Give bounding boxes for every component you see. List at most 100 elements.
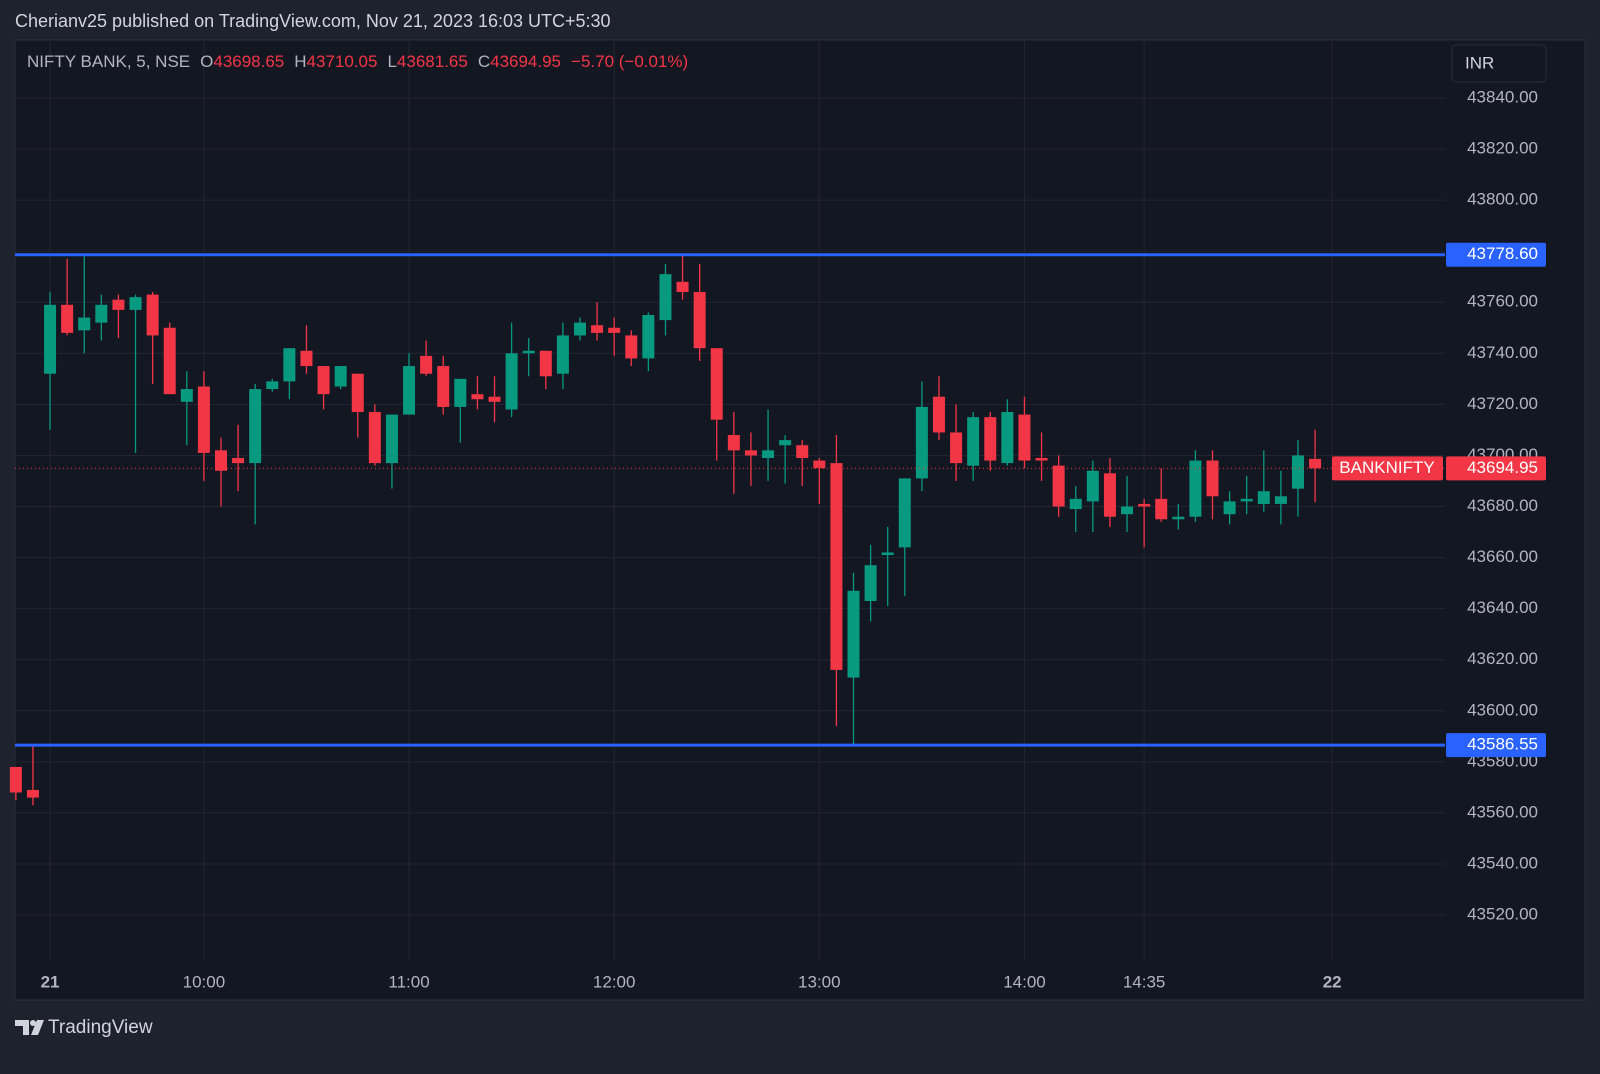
x-tick-label: 12:00 xyxy=(593,972,636,991)
candle-body xyxy=(78,317,91,331)
candle-body xyxy=(129,297,142,310)
candle-body xyxy=(351,373,364,413)
brand-logo xyxy=(15,1020,44,1035)
x-tick-label: 22 xyxy=(1323,972,1342,991)
level-label-box xyxy=(1446,242,1546,267)
candle-body xyxy=(915,406,928,479)
candle-body xyxy=(676,281,689,293)
x-tick-label: 14:35 xyxy=(1123,972,1166,991)
candle-body xyxy=(642,315,655,359)
candle-body xyxy=(539,350,552,377)
candle-body xyxy=(9,766,22,793)
candle-body xyxy=(163,327,176,395)
candle-body xyxy=(180,389,193,402)
legend-item: 43694.95 xyxy=(490,52,561,71)
candle-body xyxy=(898,478,911,548)
candle-body xyxy=(146,294,159,336)
candle-body xyxy=(1069,498,1082,510)
legend-item: C xyxy=(478,52,490,71)
level-label-box xyxy=(1446,733,1546,758)
candle-body xyxy=(830,463,843,670)
legend-item: 43710.05 xyxy=(307,52,378,71)
price-name-box xyxy=(1332,456,1443,481)
candle-body xyxy=(1155,498,1168,520)
brand: TradingView xyxy=(48,1017,153,1038)
currency[interactable]: INR xyxy=(1465,53,1494,72)
chart-panel xyxy=(14,39,1586,1001)
price-value: 43694.95 xyxy=(1467,458,1538,477)
candle-body xyxy=(505,353,518,410)
candle-body xyxy=(1035,457,1048,461)
y-tick-label: 43720.00 xyxy=(1467,394,1538,413)
overlay: 43520.0043540.0043560.0043580.0043600.00… xyxy=(15,87,1546,991)
currency-box[interactable] xyxy=(1451,44,1547,83)
x-tick-label: 11:00 xyxy=(388,972,429,991)
candle-body xyxy=(488,396,501,402)
candle-body xyxy=(454,378,467,407)
candle-body xyxy=(1138,503,1151,507)
candle-body xyxy=(693,292,706,349)
y-tick-label: 43560.00 xyxy=(1467,802,1538,821)
candle-body xyxy=(984,417,997,461)
candle-body xyxy=(317,366,330,395)
candle-body xyxy=(522,350,535,354)
legend-item: 43681.65 xyxy=(397,52,468,71)
candle-body xyxy=(214,450,227,471)
y-tick-label: 43600.00 xyxy=(1467,700,1538,719)
candle-body xyxy=(967,417,980,466)
y-tick-label: 43520.00 xyxy=(1467,905,1538,924)
candle-body xyxy=(334,366,347,387)
candle-body xyxy=(61,304,74,333)
legend-item: O xyxy=(200,52,213,71)
candle-body xyxy=(420,355,433,374)
y-tick-label: 43820.00 xyxy=(1467,139,1538,158)
candle-body xyxy=(625,335,638,359)
candle-body xyxy=(864,565,877,601)
candle-body xyxy=(1172,516,1185,520)
level-label: 43586.55 xyxy=(1467,735,1538,754)
candle-body xyxy=(266,381,279,390)
legend-item: −5.70 (−0.01%) xyxy=(571,52,688,71)
y-tick-label: 43800.00 xyxy=(1467,190,1538,209)
candle-body xyxy=(1257,491,1270,504)
candle-body xyxy=(608,327,621,333)
legend-item: H xyxy=(294,52,306,71)
candle-body xyxy=(112,299,125,310)
logo-dot xyxy=(30,1020,36,1026)
candle-body xyxy=(403,366,416,415)
legend-item: NIFTY BANK, 5, NSE xyxy=(27,52,190,71)
candle-body xyxy=(283,348,296,382)
x-tick-label: 21 xyxy=(41,972,60,991)
legend-item: L xyxy=(387,52,396,71)
plot xyxy=(9,254,1322,806)
candle-body xyxy=(232,457,245,464)
candle-body xyxy=(1086,470,1099,502)
candle-body xyxy=(44,304,57,374)
y-tick-label: 43840.00 xyxy=(1467,87,1538,106)
y-tick-label: 43760.00 xyxy=(1467,292,1538,311)
candle-body xyxy=(368,412,381,464)
candle-body xyxy=(385,414,398,464)
candle-body xyxy=(710,348,723,420)
candle-body xyxy=(881,552,894,556)
x-tick-label: 14:00 xyxy=(1003,972,1046,991)
candle-body xyxy=(95,304,108,323)
y-tick-label: 43680.00 xyxy=(1467,496,1538,515)
publisher: Cherianv25 published on TradingView.com,… xyxy=(15,11,611,31)
candle-body xyxy=(1274,496,1287,504)
y-tick-label: 43740.00 xyxy=(1467,343,1538,362)
candle-body xyxy=(1240,498,1253,502)
candle-body xyxy=(744,450,757,456)
candle-body xyxy=(727,435,740,451)
candle-body xyxy=(249,389,262,464)
price-name: BANKNIFTY xyxy=(1339,458,1434,477)
candle-body xyxy=(950,432,963,464)
logo-mark xyxy=(15,1020,44,1035)
candle-body xyxy=(437,366,450,407)
y-tick-label: 43620.00 xyxy=(1467,649,1538,668)
candle-body xyxy=(847,590,860,678)
legend-item: 43698.65 xyxy=(213,52,284,71)
symbol-legend: NIFTY BANK, 5, NSE O43698.65 H43710.05 L436… xyxy=(27,52,688,71)
candle-body xyxy=(1052,465,1065,507)
